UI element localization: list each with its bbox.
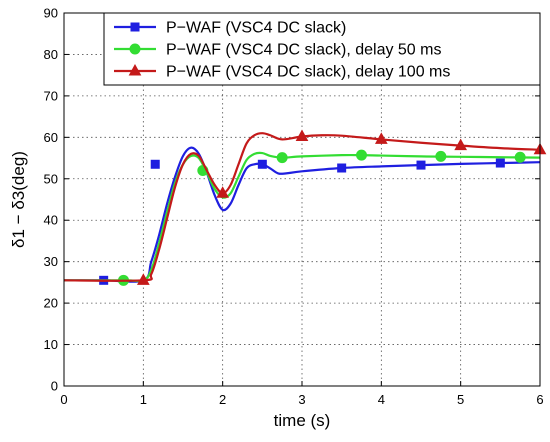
data-point (435, 150, 447, 162)
legend-label: P−WAF (VSC4 DC slack), delay 100 ms (166, 64, 450, 81)
data-point (216, 186, 230, 198)
y-tick-label: 90 (44, 6, 58, 21)
x-tick-label: 5 (457, 392, 464, 407)
data-point (454, 138, 468, 151)
y-tick-label: 0 (51, 379, 58, 394)
x-tick-label: 3 (298, 392, 305, 407)
x-tick-label: 2 (219, 392, 226, 407)
y-tick-label: 10 (44, 337, 58, 352)
series-line (64, 151, 541, 283)
y-tick-label: 30 (44, 254, 58, 269)
legend-entry: P−WAF (VSC4 DC slack), delay 100 ms (114, 64, 450, 81)
data-point (416, 160, 426, 170)
series-layer (63, 129, 547, 286)
series-line (63, 132, 541, 282)
x-tick-label: 4 (378, 392, 385, 407)
x-tick-label: 1 (140, 392, 147, 407)
legend-marker (130, 22, 140, 32)
data-point (374, 132, 388, 144)
data-point (150, 159, 160, 169)
data-point (136, 273, 150, 285)
y-axis-label: δ1 − δ3(deg) (9, 151, 28, 248)
grid (64, 13, 540, 386)
data-point (356, 149, 367, 161)
data-point (276, 152, 288, 164)
legend: P−WAF (VSC4 DC slack) P−WAF (VSC4 DC slac… (103, 12, 541, 86)
y-tick-label: 70 (44, 88, 58, 103)
legend-label: P−WAF (VSC4 DC slack) (166, 20, 346, 37)
legend-entry: P−WAF (VSC4 DC slack), delay 50 ms (114, 42, 441, 59)
legend-box (103, 12, 541, 86)
data-point (495, 158, 505, 168)
data-point (337, 163, 347, 173)
y-tick-label: 80 (44, 47, 58, 62)
data-point (295, 129, 309, 142)
x-tick-label: 0 (60, 392, 67, 407)
data-point (514, 151, 526, 163)
legend-label: P−WAF (VSC4 DC slack), delay 50 ms (166, 42, 441, 59)
x-axis-label: time (s) (274, 411, 331, 430)
series-line (64, 146, 541, 283)
legend-entry: P−WAF (VSC4 DC slack) (114, 20, 346, 37)
legend-marker (128, 63, 142, 76)
data-point (257, 159, 267, 169)
y-tick-label: 50 (44, 171, 58, 186)
y-tick-label: 40 (44, 213, 58, 228)
series-3 (63, 129, 547, 285)
y-tick-label: 20 (44, 296, 58, 311)
x-tick-label: 6 (536, 392, 543, 407)
y-tick-label: 60 (44, 130, 58, 145)
legend-marker (129, 43, 141, 55)
